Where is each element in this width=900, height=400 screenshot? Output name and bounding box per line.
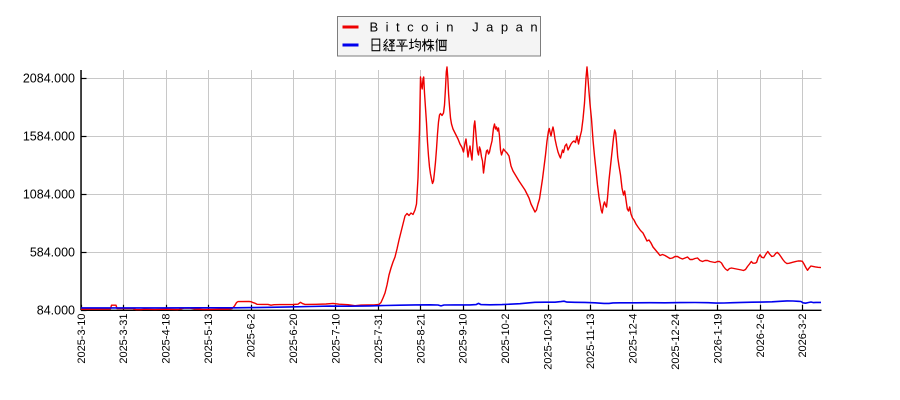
svg-text:2025-6-20: 2025-6-20 — [288, 314, 300, 364]
svg-text:Bitcoin Japan: Bitcoin Japan — [370, 20, 546, 35]
svg-text:2026-3-2: 2026-3-2 — [797, 314, 809, 358]
svg-text:1584.000: 1584.000 — [23, 130, 75, 144]
svg-text:2025-3-31: 2025-3-31 — [118, 314, 130, 364]
svg-text:2025-11-13: 2025-11-13 — [585, 314, 597, 369]
svg-text:2025-6-2: 2025-6-2 — [246, 314, 258, 358]
svg-text:2025-12-4: 2025-12-4 — [628, 314, 640, 364]
svg-text:2025-8-21: 2025-8-21 — [415, 314, 427, 364]
svg-text:2025-12-24: 2025-12-24 — [670, 314, 682, 370]
svg-text:2026-2-6: 2026-2-6 — [755, 314, 767, 358]
svg-text:584.000: 584.000 — [30, 246, 75, 260]
svg-text:84.000: 84.000 — [37, 304, 75, 318]
svg-text:2025-4-18: 2025-4-18 — [161, 314, 173, 364]
svg-text:2025-10-2: 2025-10-2 — [500, 314, 512, 364]
svg-text:2025-3-10: 2025-3-10 — [76, 314, 88, 364]
svg-text:2025-5-13: 2025-5-13 — [203, 314, 215, 364]
svg-text:2025-7-31: 2025-7-31 — [373, 314, 385, 364]
svg-text:2084.000: 2084.000 — [23, 72, 75, 86]
svg-text:2026-1-19: 2026-1-19 — [712, 314, 724, 364]
svg-text:2025-10-23: 2025-10-23 — [543, 314, 555, 370]
svg-text:1084.000: 1084.000 — [23, 188, 75, 202]
svg-text:2025-9-10: 2025-9-10 — [458, 314, 470, 364]
svg-text:2025-7-10: 2025-7-10 — [330, 314, 342, 364]
